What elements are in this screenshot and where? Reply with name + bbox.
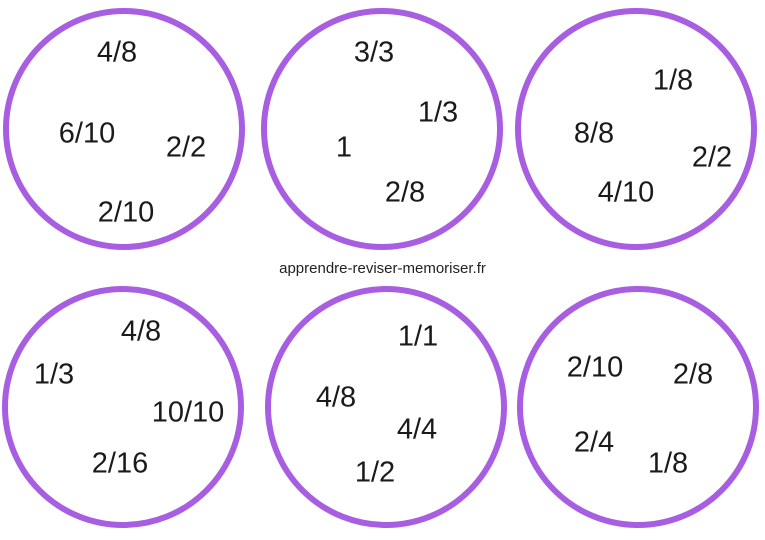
fraction-label: 4/8 [96,36,138,69]
fraction-circle-4: 4/8 1/3 10/10 2/16 [2,286,244,528]
fraction-label: 1/8 [647,447,689,480]
fraction-label: 1/1 [397,320,439,353]
fraction-label: 1 [335,131,353,164]
fraction-label: 2/2 [165,131,207,164]
fraction-label: 1/3 [33,358,75,391]
fraction-label: 2/8 [672,358,714,391]
fraction-label: 2/2 [691,141,733,174]
site-watermark: apprendre-reviser-memoriser.fr [279,260,486,277]
fraction-label: 2/10 [566,351,624,384]
fraction-label: 4/8 [315,381,357,414]
fraction-label: 3/3 [353,36,395,69]
fraction-label: 4/10 [597,176,655,209]
fraction-label: 1/3 [417,96,459,129]
fraction-label: 6/10 [58,117,116,150]
fraction-label: 2/8 [384,176,426,209]
fraction-circle-3: 1/8 8/8 2/2 4/10 [515,8,757,250]
fraction-label: 2/4 [573,426,615,459]
fraction-label: 4/4 [396,413,438,446]
fraction-label: 4/8 [120,315,162,348]
fraction-label: 2/10 [97,196,155,229]
fraction-label: 8/8 [573,117,615,150]
fraction-label: 2/16 [91,447,149,480]
fraction-circle-1: 4/8 6/10 2/2 2/10 [3,8,245,250]
fraction-label: 10/10 [151,396,225,429]
fraction-label: 1/8 [652,64,694,97]
fraction-circle-2: 3/3 1/3 1 2/8 [261,8,503,250]
fraction-label: 1/2 [354,456,396,489]
fraction-circle-5: 1/1 4/8 4/4 1/2 [265,286,507,528]
fraction-circle-6: 2/10 2/8 2/4 1/8 [517,286,759,528]
